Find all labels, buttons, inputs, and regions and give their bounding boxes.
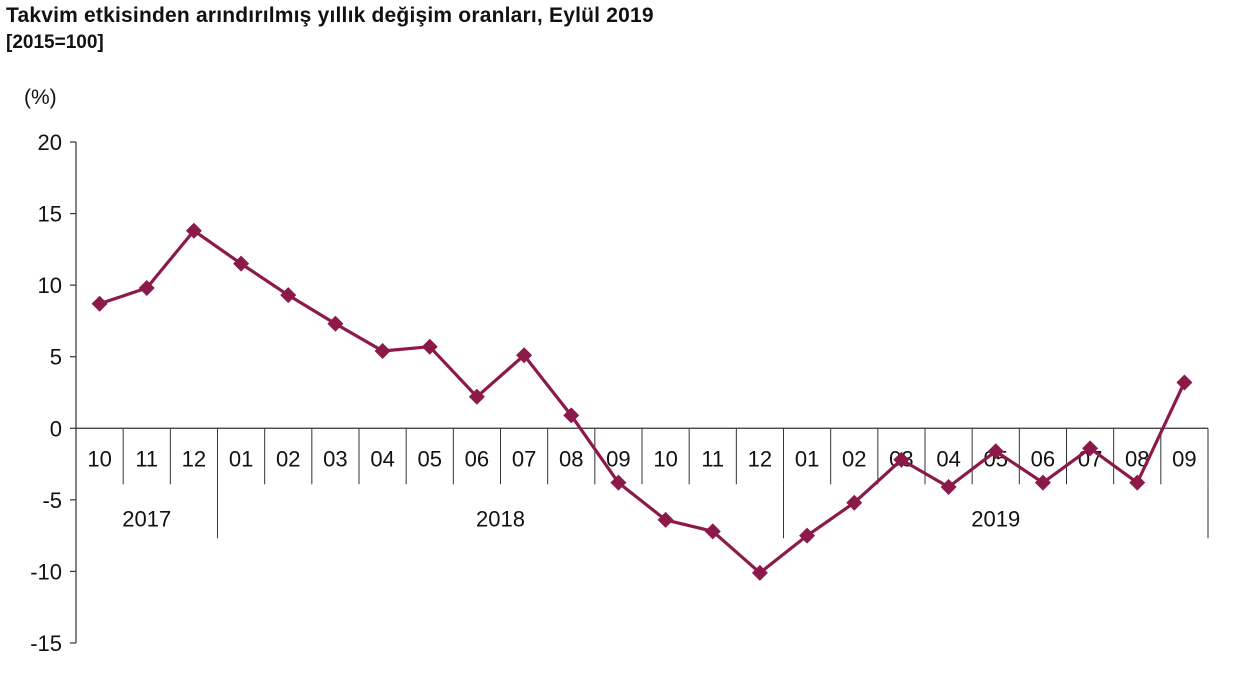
x-tick-label: 10 xyxy=(653,446,677,471)
data-point-marker xyxy=(940,478,957,495)
series-line xyxy=(99,229,1186,575)
year-label: 2017 xyxy=(122,506,171,531)
data-point-marker xyxy=(657,511,674,528)
x-tick-label: 01 xyxy=(795,446,819,471)
data-point-marker xyxy=(280,287,297,304)
x-tick-label: 06 xyxy=(465,446,489,471)
y-tick-label: -15 xyxy=(30,631,62,656)
data-point-marker xyxy=(1034,474,1051,491)
x-tick-label: 09 xyxy=(606,446,630,471)
x-tick-label: 01 xyxy=(229,446,253,471)
x-tick-label: 12 xyxy=(748,446,772,471)
y-tick-label: 15 xyxy=(38,202,62,227)
x-tick-label: 09 xyxy=(1172,446,1196,471)
x-tick-label: 05 xyxy=(418,446,442,471)
chart-title: Takvim etkisinden arındırılmış yıllık de… xyxy=(6,4,654,27)
data-point-marker xyxy=(233,255,250,272)
data-point-marker xyxy=(563,407,580,424)
x-tick-label: 12 xyxy=(182,446,206,471)
x-tick-label: 03 xyxy=(323,446,347,471)
data-point-marker xyxy=(1082,440,1099,457)
data-point-marker xyxy=(751,564,768,581)
data-point-marker xyxy=(1129,474,1146,491)
data-point-marker xyxy=(987,443,1004,460)
chart-series xyxy=(91,222,1193,581)
data-point-marker xyxy=(421,338,438,355)
x-tick-label: 11 xyxy=(135,446,158,471)
x-tick-label: 07 xyxy=(512,446,536,471)
x-tick-label: 04 xyxy=(936,446,960,471)
chart-subtitle: [2015=100] xyxy=(6,32,104,53)
x-tick-label: 11 xyxy=(701,446,724,471)
y-tick-label: 20 xyxy=(38,130,62,155)
x-tick-label: 04 xyxy=(370,446,394,471)
year-label: 2019 xyxy=(971,506,1020,531)
data-point-marker xyxy=(516,347,533,364)
y-tick-label: 5 xyxy=(50,345,62,370)
y-tick-label: 0 xyxy=(50,416,62,441)
data-point-marker xyxy=(374,342,391,359)
data-point-marker xyxy=(327,315,344,332)
y-tick-label: 10 xyxy=(38,273,62,298)
y-axis-unit: (%) xyxy=(24,86,57,109)
data-point-marker xyxy=(799,527,816,544)
data-point-marker xyxy=(138,280,155,297)
chart-axes: 20 15 10 5 0 -5 -10 -15 (%) xyxy=(24,86,1209,656)
x-tick-label: 08 xyxy=(559,446,583,471)
x-tick-label: 06 xyxy=(1031,446,1055,471)
x-axis-labels: 1011120102030405060708091011120102030405… xyxy=(87,446,1196,531)
x-tick-label: 10 xyxy=(87,446,111,471)
y-tick-label: -5 xyxy=(42,488,62,513)
data-point-marker xyxy=(846,494,863,511)
year-label: 2018 xyxy=(476,506,525,531)
data-point-marker xyxy=(610,474,627,491)
data-point-marker xyxy=(468,388,485,405)
data-point-marker xyxy=(1176,374,1193,391)
data-point-marker xyxy=(704,523,721,540)
data-point-marker xyxy=(893,451,910,468)
x-tick-label: 02 xyxy=(842,446,866,471)
x-tick-label: 02 xyxy=(276,446,300,471)
data-point-marker xyxy=(185,222,202,239)
data-point-marker xyxy=(91,295,108,312)
y-tick-label: -10 xyxy=(30,559,62,584)
